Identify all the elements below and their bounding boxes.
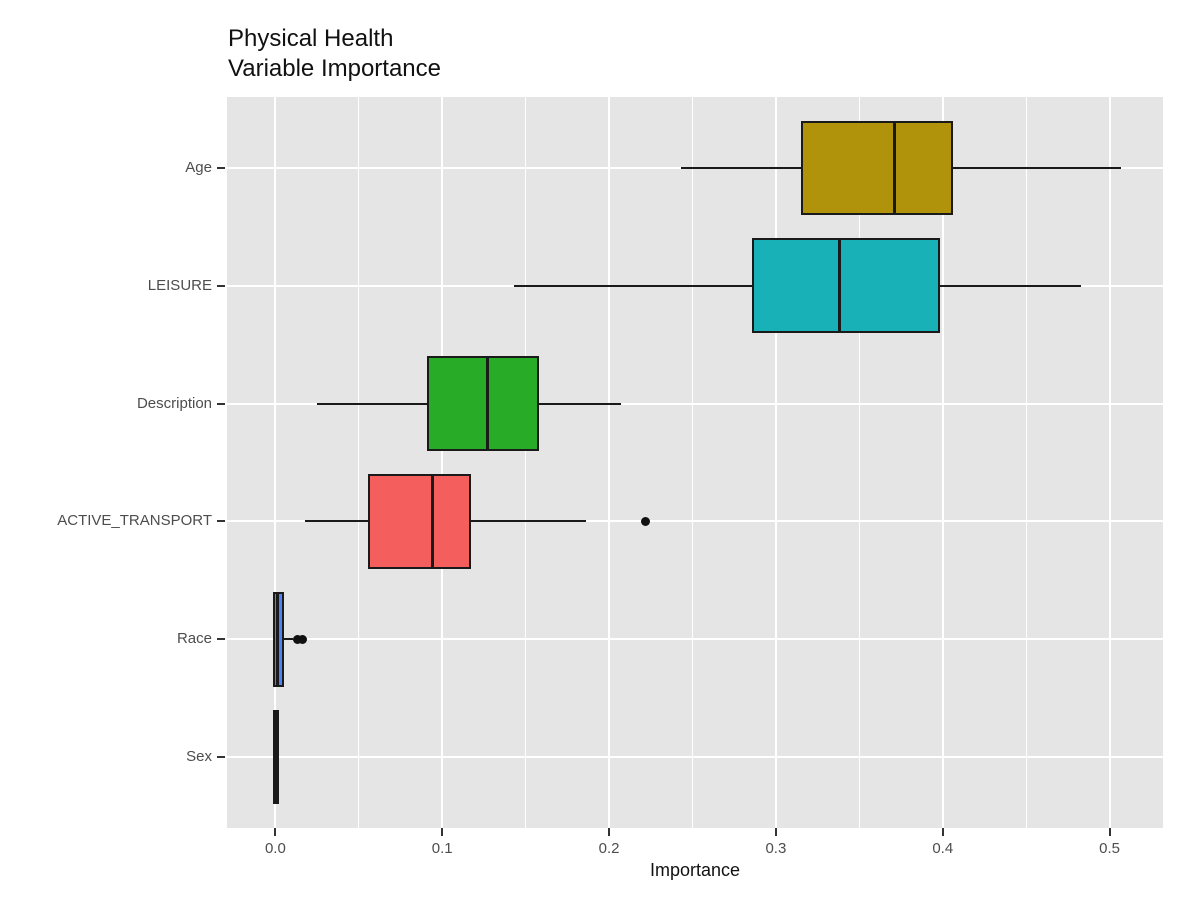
minor-gridline (358, 97, 360, 828)
box-iqr (752, 238, 940, 333)
box-iqr (800, 120, 954, 215)
minor-gridline (858, 97, 860, 828)
y-axis-tick (217, 284, 225, 287)
median-line (430, 474, 434, 569)
x-axis-tick-label: 0.5 (1099, 840, 1121, 857)
y-axis-label: Age (185, 158, 212, 176)
outlier-point (297, 634, 307, 644)
x-axis-tick (941, 828, 944, 836)
y-axis-label: Race (176, 630, 212, 648)
x-axis-tick-label: 0.1 (431, 840, 453, 857)
x-axis-tick-label: 0.3 (765, 840, 787, 857)
x-axis-tick-label: 0.4 (932, 840, 954, 857)
x-axis-tick (441, 828, 444, 836)
y-axis-tick (217, 756, 225, 759)
major-gridline (608, 97, 611, 828)
y-axis-label: Description (136, 394, 212, 412)
x-axis-tick (274, 828, 277, 836)
major-gridline (1108, 97, 1111, 828)
median-line (892, 120, 896, 215)
median-line (837, 238, 841, 333)
category-gridline (227, 638, 1163, 641)
y-axis-tick (217, 520, 225, 523)
x-axis-tick (774, 828, 777, 836)
category-gridline (227, 756, 1163, 759)
chart-title: Physical Health Variable Importance (228, 24, 441, 84)
minor-gridline (525, 97, 527, 828)
median-line (275, 592, 279, 687)
chart-title-line1: Physical Health (228, 25, 394, 52)
outlier-point (292, 634, 302, 644)
category-gridline (227, 520, 1163, 523)
major-gridline (441, 97, 444, 828)
major-gridline (274, 97, 277, 828)
y-axis-tick (217, 402, 225, 405)
y-axis-tick (217, 638, 225, 641)
y-axis-label: Sex (186, 748, 212, 766)
outlier-point (641, 516, 651, 526)
y-axis-label: LEISURE (147, 276, 212, 294)
x-axis-tick (608, 828, 611, 836)
chart-title-line2: Variable Importance (228, 55, 441, 82)
category-gridline (227, 402, 1163, 405)
major-gridline (774, 97, 777, 828)
box-iqr (368, 474, 471, 569)
plot-panel (227, 97, 1163, 828)
y-axis-tick (217, 166, 225, 169)
x-axis-tick-label: 0.0 (264, 840, 286, 857)
median-line (274, 710, 278, 805)
box-iqr (426, 356, 540, 451)
whisker-line (275, 638, 293, 641)
median-line (485, 356, 489, 451)
minor-gridline (1025, 97, 1027, 828)
minor-gridline (691, 97, 693, 828)
major-gridline (941, 97, 944, 828)
x-axis-tick (1108, 828, 1111, 836)
y-axis-label: ACTIVE_TRANSPORT (57, 512, 212, 530)
box-iqr (273, 592, 285, 687)
x-axis-title: Importance (649, 860, 741, 880)
x-axis-tick-label: 0.2 (598, 840, 620, 857)
